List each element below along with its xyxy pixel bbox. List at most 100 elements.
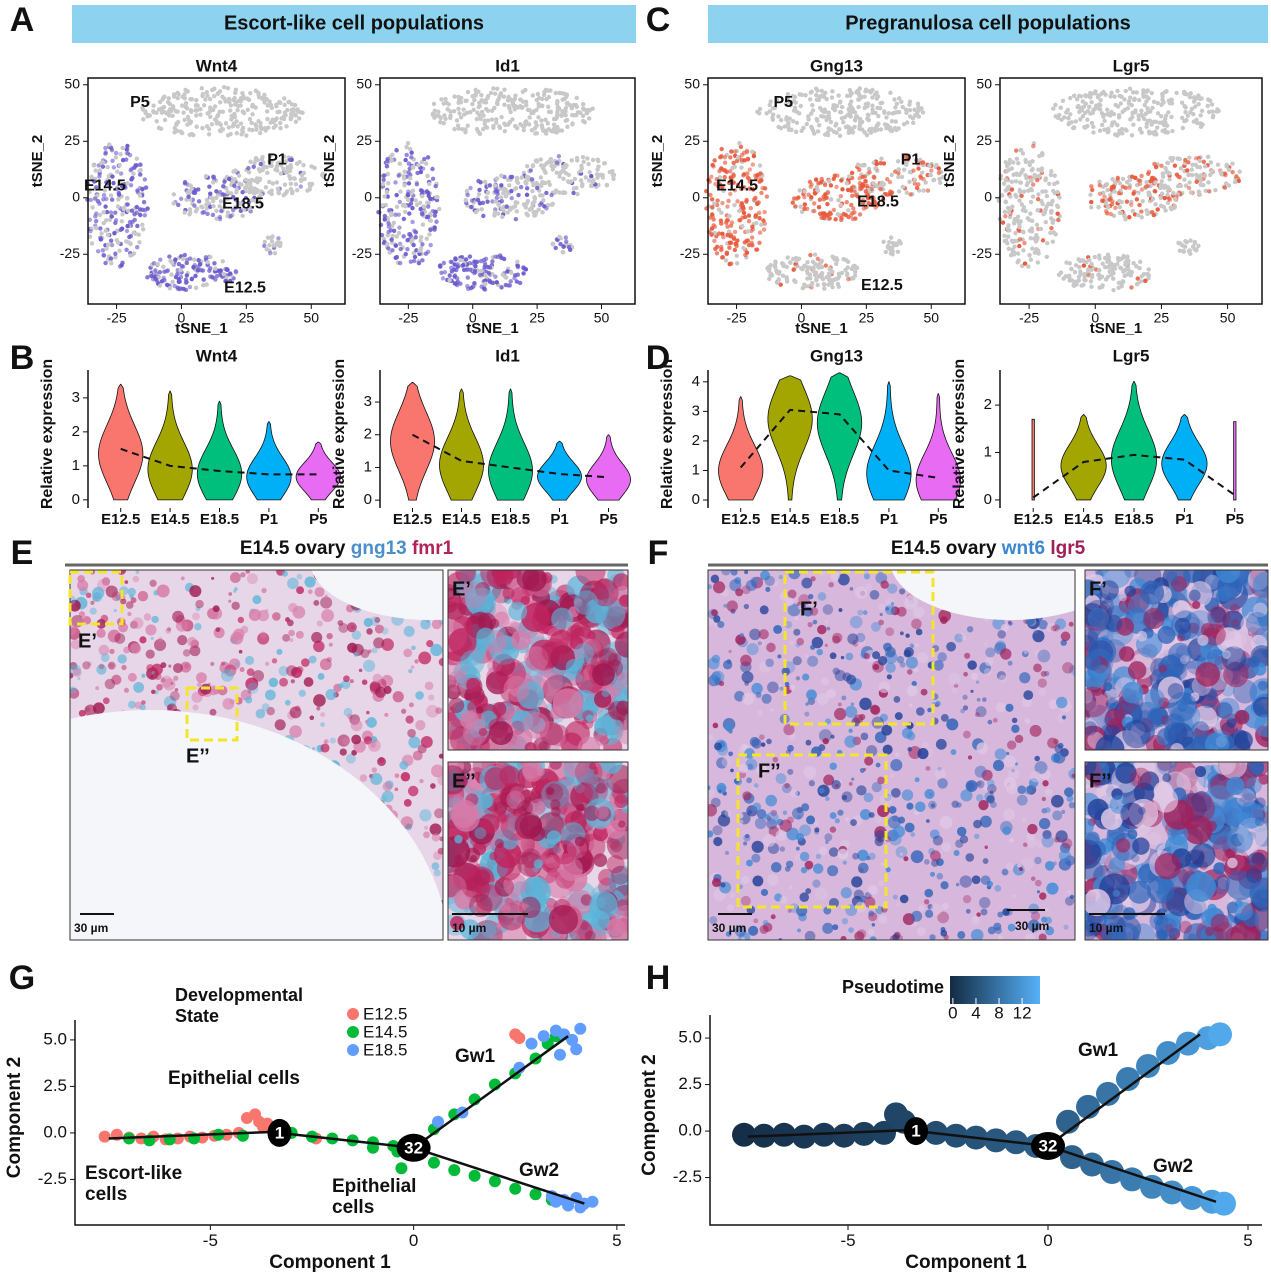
cell-dot — [823, 212, 828, 217]
cell-dot — [768, 99, 773, 104]
cell-dot — [209, 87, 215, 93]
cell-dot — [859, 186, 864, 191]
cell-dot — [1183, 109, 1188, 115]
cell-dot — [1061, 115, 1067, 120]
cell-dot — [1124, 199, 1130, 204]
cell-dot — [850, 193, 855, 199]
cell-dot — [732, 202, 737, 208]
cell-dot — [1111, 270, 1116, 276]
cell-dot — [1136, 190, 1141, 195]
cell-dot — [233, 168, 238, 173]
cell-dot — [748, 205, 753, 211]
cell-dot — [1172, 163, 1178, 168]
stain — [437, 847, 443, 855]
y-tick-label: 1 — [364, 458, 372, 475]
cell-dot — [185, 190, 191, 195]
cell-dot — [1127, 86, 1133, 91]
cell-dot — [800, 286, 805, 291]
cell-dot — [524, 201, 529, 206]
stain — [320, 596, 333, 609]
cell-dot — [542, 180, 548, 186]
stain — [245, 696, 253, 704]
cell-dot — [907, 114, 913, 119]
cell-dot — [478, 180, 483, 185]
cell-dot — [1123, 185, 1128, 191]
cell-dot — [1150, 105, 1155, 111]
cell-dot — [474, 116, 480, 122]
cell-dot — [1121, 253, 1126, 259]
cell-dot — [744, 199, 749, 204]
stain — [371, 767, 377, 773]
stain — [339, 748, 347, 756]
cell-dot — [1125, 261, 1130, 267]
cell-dot — [793, 129, 799, 135]
stain — [278, 665, 289, 677]
y-tick-label: 2 — [692, 432, 700, 449]
cell-dot — [1089, 205, 1094, 210]
cell-dot — [545, 121, 550, 126]
stain — [229, 699, 235, 705]
cell-dot — [1237, 169, 1242, 174]
cluster-label: E12.5 — [224, 279, 266, 296]
cell-dot — [1150, 196, 1156, 202]
cell-dot — [397, 161, 403, 166]
stain — [127, 611, 132, 617]
cell-dot — [530, 201, 535, 206]
cell-dot — [165, 100, 171, 105]
cell-dot — [793, 100, 798, 105]
cell-dot — [408, 259, 414, 264]
cell-dot — [1097, 285, 1102, 290]
cell-dot — [217, 189, 223, 195]
cell-dot — [1067, 261, 1072, 266]
cell-dot — [420, 212, 425, 217]
cell-dot — [550, 167, 555, 172]
cell-dot — [732, 188, 738, 193]
cell-dot — [895, 109, 900, 115]
cell-dot — [91, 163, 97, 168]
cell-dot — [835, 281, 841, 287]
cell-dot — [119, 219, 125, 224]
cell-dot — [109, 197, 115, 202]
cell-dot — [875, 122, 880, 128]
cell-dot — [1043, 176, 1049, 181]
cell-dot — [482, 118, 488, 124]
stain — [405, 823, 413, 831]
cell-dot — [587, 107, 592, 113]
cell-dot — [131, 171, 136, 176]
cell-dot — [104, 180, 109, 185]
cell-dot — [213, 277, 218, 282]
cell-dot — [1073, 119, 1079, 124]
cell-dot — [1039, 168, 1044, 173]
cell-dot — [714, 176, 719, 182]
cell-dot — [1189, 106, 1195, 111]
cell-dot — [282, 102, 287, 108]
cell-dot — [822, 182, 828, 188]
cell-dot — [258, 192, 263, 197]
cell-dot — [559, 91, 564, 96]
cell-dot — [196, 187, 201, 192]
cell-dot — [441, 260, 447, 266]
cell-dot — [1105, 252, 1111, 257]
cell-dot — [1159, 102, 1164, 108]
cell-dot — [1002, 238, 1008, 244]
cell-dot — [1026, 188, 1031, 193]
cell-dot — [1108, 94, 1113, 99]
cell-dot — [534, 185, 540, 191]
cell-dot — [854, 265, 860, 271]
cell-dot — [290, 190, 295, 196]
stain — [212, 605, 220, 613]
cell-dot — [1181, 249, 1186, 254]
cell-dot — [916, 182, 921, 187]
cell-dot — [1108, 113, 1113, 118]
cell-dot — [401, 216, 407, 222]
cell-dot — [525, 163, 530, 169]
cell-dot — [477, 187, 482, 193]
stain — [132, 575, 140, 583]
cell-dot — [532, 213, 537, 218]
cell-dot — [268, 163, 273, 168]
cell-dot — [710, 214, 715, 219]
stain — [311, 746, 316, 751]
cell-dot — [1226, 183, 1232, 188]
stain — [174, 688, 179, 692]
